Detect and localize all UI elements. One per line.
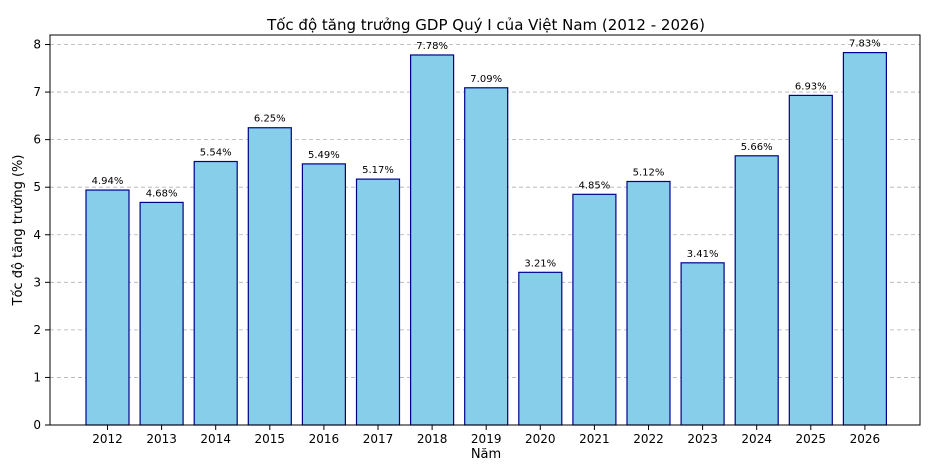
y-axis-ticks: 0 1 2 3 4 5 6 7 8 [33, 38, 50, 432]
data-label-2020: 3.21% [524, 258, 556, 269]
y-tick-label: 3 [33, 275, 41, 289]
x-tick-label-2023: 2023 [687, 432, 718, 446]
y-tick-label: 5 [33, 180, 41, 194]
data-label-2022: 5.12% [633, 167, 665, 178]
data-label-2012: 4.94% [92, 176, 124, 187]
x-tick-label-2014: 2014 [200, 432, 231, 446]
data-label-2019: 7.09% [470, 74, 502, 85]
x-tick-label-2018: 2018 [417, 432, 448, 446]
x-tick-label-2019: 2019 [471, 432, 502, 446]
y-tick-label: 2 [33, 323, 41, 337]
data-labels: 4.94% 4.68% 5.54% 6.25% 5.49% 5.17% 7.78% 7.09%… [92, 39, 881, 270]
bar-2024 [734, 155, 779, 426]
x-tick-label-2017: 2017 [363, 432, 394, 446]
x-tick-label-2021: 2021 [579, 432, 610, 446]
x-tick-label-2020: 2020 [525, 432, 556, 446]
data-label-2025: 6.93% [795, 81, 827, 92]
x-tick-label-2025: 2025 [796, 432, 827, 446]
data-label-2015: 6.25% [254, 114, 286, 125]
data-label-2026: 7.83% [849, 39, 881, 50]
x-tick-label-2012: 2012 [92, 432, 123, 446]
bar-2020 [518, 271, 563, 426]
bar-2023 [680, 262, 725, 426]
y-tick-label: 8 [33, 38, 41, 52]
bar-2022 [626, 180, 671, 426]
bar-2012 [85, 189, 130, 426]
y-tick-label: 6 [33, 133, 41, 147]
bar-2025 [788, 94, 833, 426]
bar-2021 [572, 193, 617, 426]
data-label-2017: 5.17% [362, 165, 394, 176]
y-tick-label: 1 [33, 370, 41, 384]
x-tick-label-2026: 2026 [850, 432, 881, 446]
bar-2017 [355, 178, 401, 426]
y-tick-label: 7 [33, 85, 41, 99]
x-tick-label-2024: 2024 [741, 432, 772, 446]
x-tick-label-2016: 2016 [309, 432, 340, 446]
bar-2016 [301, 163, 346, 426]
bar-2018 [410, 54, 455, 426]
data-label-2018: 7.78% [416, 41, 448, 52]
bar-2013 [139, 201, 184, 426]
axes [49, 34, 921, 426]
x-tick-label-2015: 2015 [255, 432, 286, 446]
bars [85, 51, 888, 426]
bar-2026 [842, 51, 888, 426]
y-tick-label: 0 [33, 418, 41, 432]
data-label-2023: 3.41% [687, 249, 719, 260]
bar-2019 [464, 87, 509, 426]
bar-2015 [247, 127, 292, 426]
y-tick-label: 4 [33, 228, 41, 242]
y-axis-label: Tốc độ tăng trưởng (%) [11, 155, 26, 307]
plot-frame [49, 34, 921, 426]
data-label-2014: 5.54% [200, 148, 232, 159]
data-label-2021: 4.85% [579, 180, 611, 191]
chart-title: Tốc độ tăng trưởng GDP Quý I của Việt Na… [266, 16, 705, 34]
x-tick-label-2013: 2013 [146, 432, 177, 446]
data-label-2013: 4.68% [146, 188, 178, 199]
x-axis-label: Năm [471, 447, 501, 462]
data-label-2024: 5.66% [741, 142, 773, 153]
bar-2014 [193, 160, 238, 426]
x-axis-ticks: 2012 2013 2014 2015 2016 2017 2018 2019 2020 2021… [92, 425, 880, 446]
x-tick-label-2022: 2022 [633, 432, 664, 446]
data-label-2016: 5.49% [308, 150, 340, 161]
